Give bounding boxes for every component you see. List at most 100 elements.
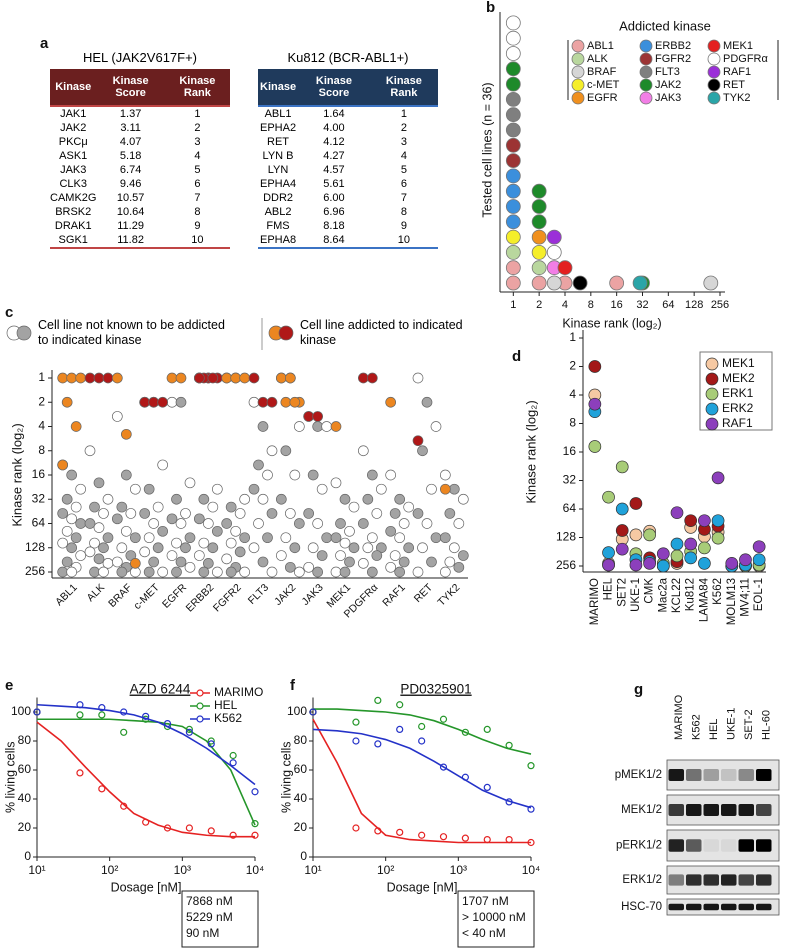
addicted-point <box>66 372 78 384</box>
y-tick-label: 60 <box>18 762 32 776</box>
blot-band <box>686 769 702 781</box>
x-tick-label: 10¹ <box>304 863 321 877</box>
table-cell: 4.12 <box>323 136 345 148</box>
point <box>396 725 404 734</box>
y-tick-label: 4 <box>569 387 576 401</box>
point <box>120 708 128 716</box>
point <box>229 759 237 767</box>
table-row: EPHA2 4.00 2 <box>258 121 438 135</box>
dot <box>505 107 521 123</box>
table-cell: 8 <box>400 206 407 218</box>
fit-curve <box>313 708 532 755</box>
point <box>175 396 187 408</box>
x-tick-label: LAMA84 <box>698 577 710 622</box>
x-tick-label: MV4;11 <box>739 578 751 617</box>
point <box>505 798 513 806</box>
point <box>180 542 191 554</box>
addicted-point <box>57 459 69 471</box>
point <box>505 835 513 844</box>
table-cell: 3 <box>194 136 201 148</box>
legend-swatch <box>639 52 653 66</box>
point <box>120 469 132 481</box>
addicted-point <box>120 428 132 440</box>
blot-band <box>668 903 684 911</box>
ic50-label: 90 nM <box>186 926 219 940</box>
point <box>125 508 137 519</box>
point <box>339 566 351 578</box>
point <box>684 551 698 565</box>
point <box>61 556 73 568</box>
point <box>253 518 264 529</box>
point <box>385 469 397 481</box>
point <box>684 537 698 551</box>
addicted-point <box>207 372 219 384</box>
x-tick-label: FLT3 <box>246 581 271 606</box>
table-row: ABL1 1.64 1 <box>258 106 438 121</box>
blot-band <box>668 769 684 781</box>
legend-label: K562 <box>214 711 242 725</box>
legend-label: ABL1 <box>587 40 614 52</box>
point <box>417 445 428 457</box>
point <box>403 542 415 554</box>
point <box>221 518 233 529</box>
x-tick-label: c-MET <box>131 581 162 612</box>
y-tick-label: 64 <box>32 516 46 530</box>
point <box>93 522 105 533</box>
column-header: Kinase Score <box>96 69 165 106</box>
point <box>374 740 382 748</box>
fit-curve <box>37 718 256 826</box>
addicted-point <box>139 396 151 408</box>
addicted-point <box>385 396 397 408</box>
y-tick-label: 4 <box>38 419 45 433</box>
table-title: Ku812 (BCR-ABL1+) <box>287 50 409 65</box>
point <box>348 542 360 554</box>
x-tick-label: MOLM13 <box>726 578 738 625</box>
point <box>739 553 752 567</box>
point <box>157 525 169 537</box>
point <box>163 719 172 728</box>
blot-band <box>738 903 754 911</box>
legend-swatch <box>571 78 585 92</box>
chart-title: AZD 6244 <box>130 682 191 697</box>
table-title: HEL (JAK2V617F+) <box>82 50 198 65</box>
point <box>185 728 193 736</box>
legend-label: RAF1 <box>723 66 751 78</box>
point <box>98 566 109 578</box>
legend-label: FLT3 <box>655 66 680 78</box>
legend-swatch <box>707 78 721 92</box>
point <box>412 566 424 578</box>
ic50-box <box>457 890 535 948</box>
x-tick-label: RET <box>412 581 436 605</box>
x-tick-label: 10¹ <box>28 863 45 877</box>
table-row: SGK1 11.82 10 <box>50 233 230 248</box>
point <box>152 501 164 513</box>
addicted-point <box>148 396 160 408</box>
x-tick-label: K562 <box>712 578 724 605</box>
y-tick-label: 32 <box>563 473 577 487</box>
point <box>366 532 378 544</box>
point <box>57 537 69 549</box>
point <box>483 835 491 844</box>
dot <box>531 260 547 276</box>
table-cell: 9 <box>194 220 201 232</box>
fit-curve <box>36 703 256 786</box>
dot <box>546 244 562 260</box>
point <box>266 508 278 519</box>
point <box>357 445 369 457</box>
point <box>303 561 315 573</box>
chart-title: PD0325901 <box>400 682 471 697</box>
table-cell: 6.00 <box>323 192 345 204</box>
point <box>280 532 292 544</box>
point <box>225 537 237 549</box>
point <box>602 546 615 559</box>
point <box>357 558 369 569</box>
x-tick-label: Mac2a <box>657 577 669 612</box>
table-cell: PKCμ <box>58 136 88 148</box>
point <box>75 550 87 561</box>
point <box>374 827 382 835</box>
x-tick-label: 10² <box>101 863 118 877</box>
table-cell: 2 <box>194 122 201 134</box>
point <box>251 820 259 828</box>
y-tick-label: 256 <box>556 558 576 572</box>
table-row: RET 4.12 3 <box>258 135 438 149</box>
